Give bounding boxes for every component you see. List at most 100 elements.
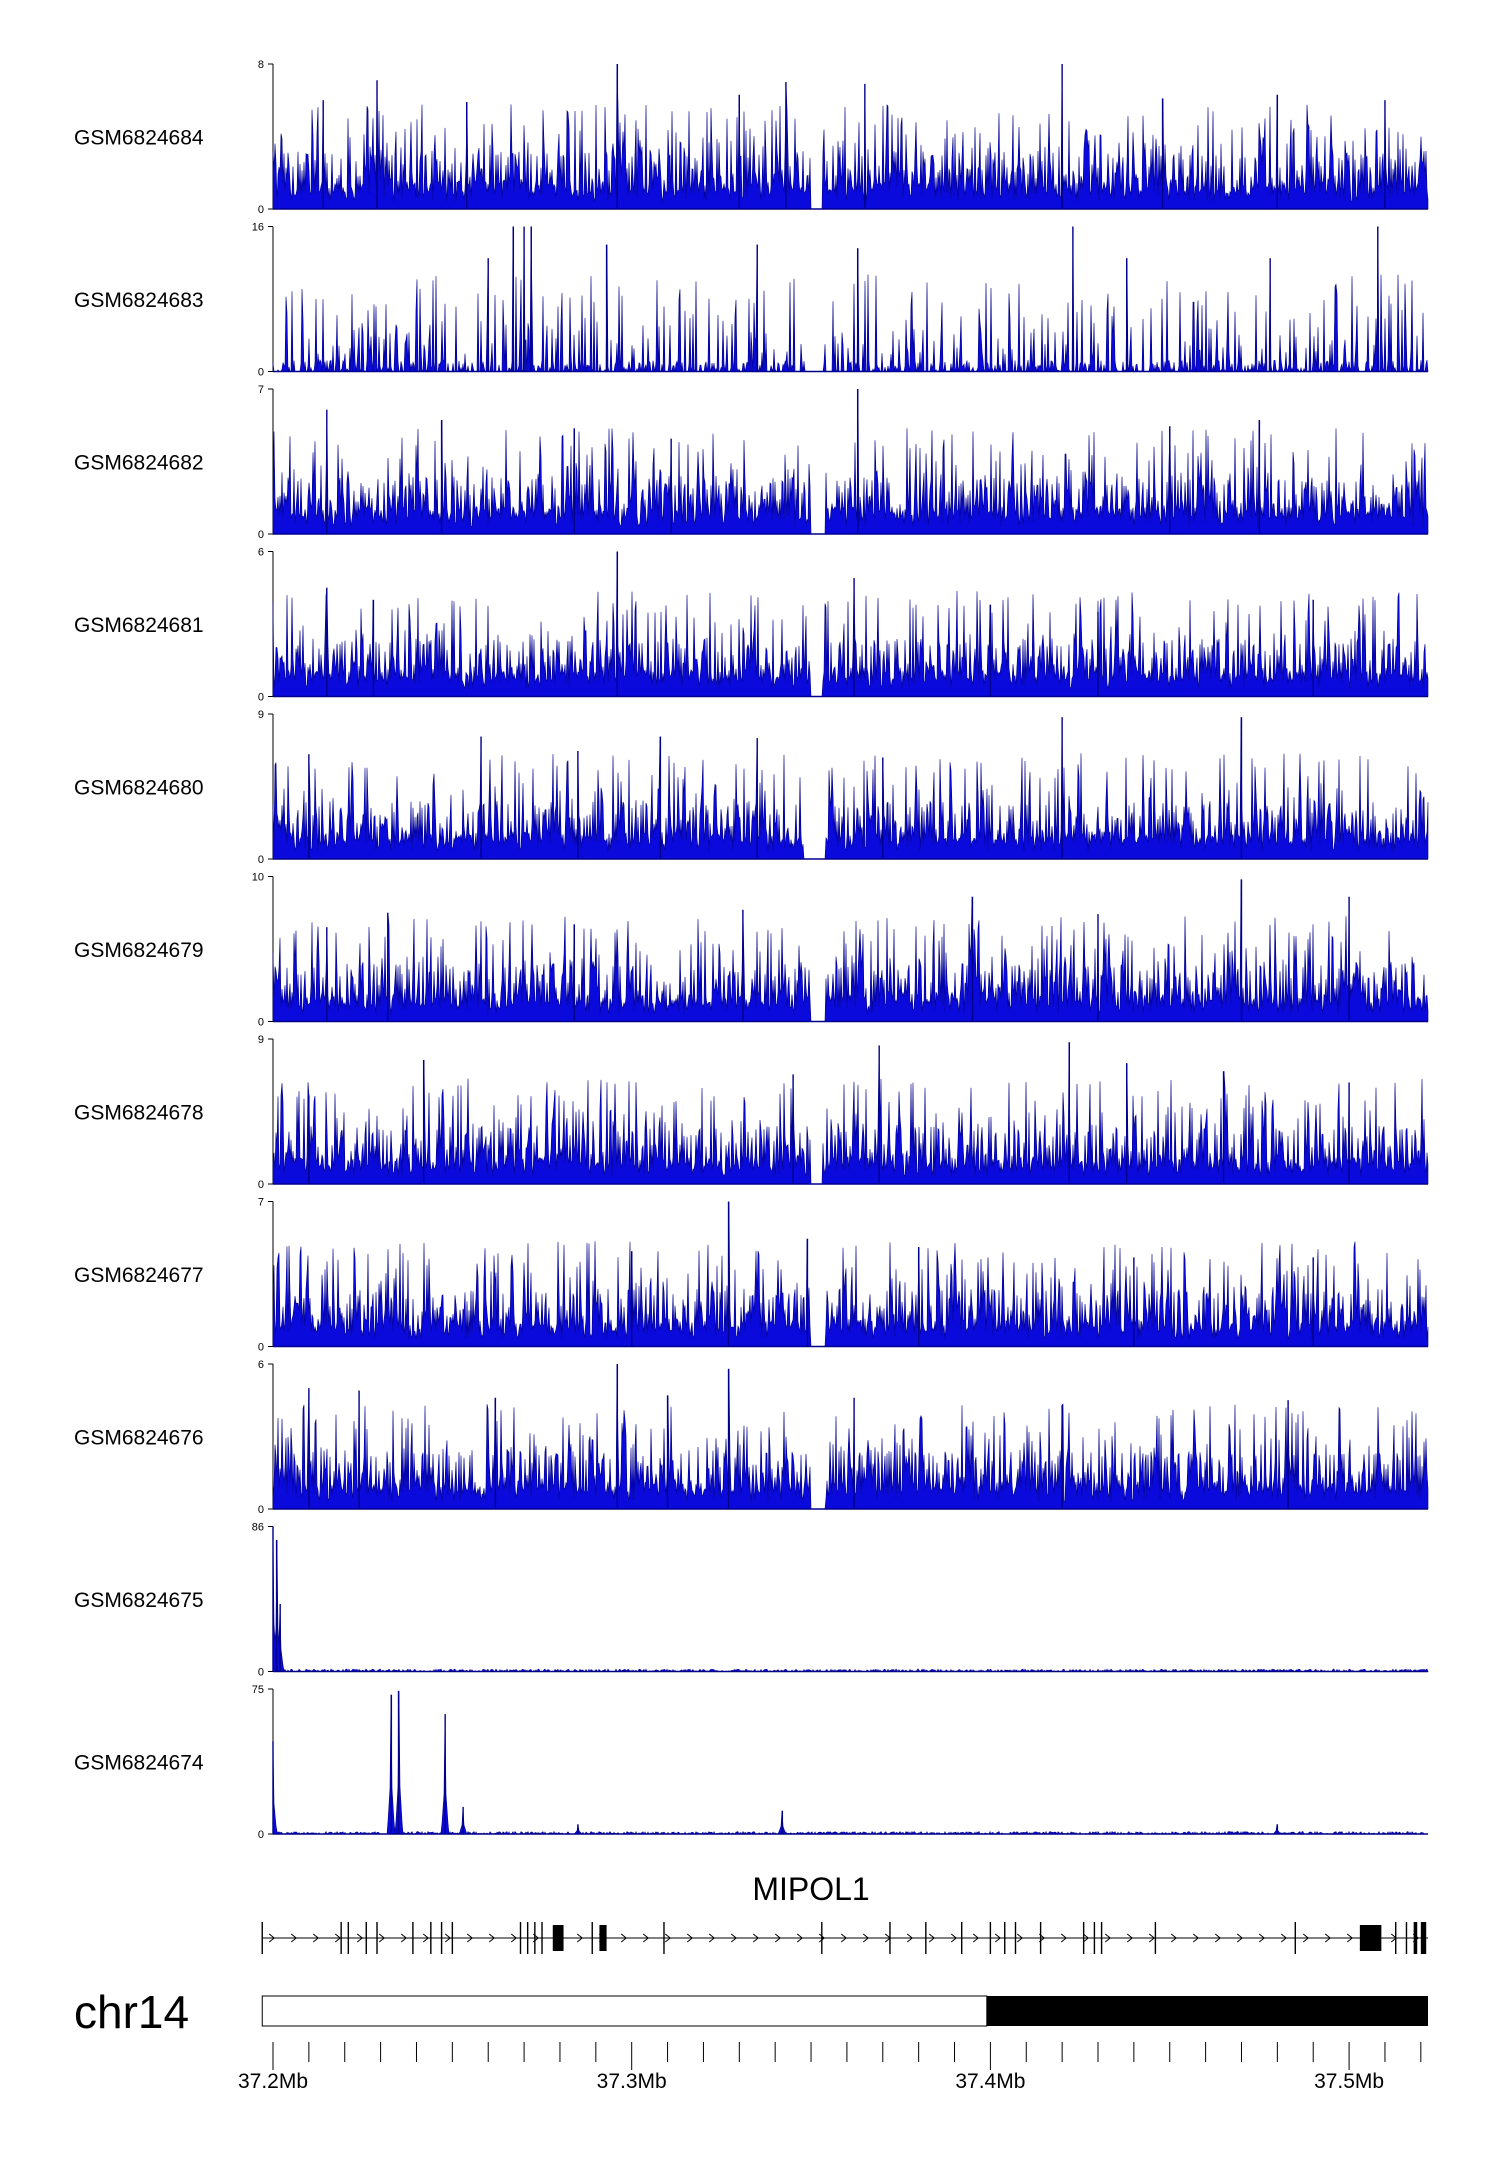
strand-arrow: [488, 1933, 496, 1943]
strand-arrow: [290, 1933, 298, 1943]
strand-arrow: [1258, 1933, 1266, 1943]
strand-arrow: [1324, 1933, 1332, 1943]
strand-arrow: [928, 1933, 936, 1943]
x-tick-label: 37.2Mb: [238, 2070, 308, 2093]
y-min-label: 0: [258, 1667, 264, 1679]
y-max-label: 7: [258, 384, 264, 396]
track-label: GSM6824684: [74, 127, 204, 150]
track-GSM6824681: GSM6824681 6 0: [74, 547, 1429, 704]
strand-arrow: [620, 1933, 628, 1943]
ideogram-band-light: [261, 1995, 988, 2027]
y-max-label: 10: [252, 872, 264, 884]
strand-arrow: [994, 1933, 1002, 1943]
strand-arrow: [708, 1933, 716, 1943]
track-GSM6824679: GSM6824679 10 0: [74, 872, 1429, 1029]
strand-arrow: [752, 1933, 760, 1943]
strand-arrow: [972, 1933, 980, 1943]
track-GSM6824676: GSM6824676 6 0: [74, 1359, 1429, 1516]
y-max-label: 9: [258, 709, 264, 721]
strand-arrow: [444, 1933, 452, 1943]
track-label: GSM6824678: [74, 1102, 204, 1125]
y-min-label: 0: [258, 1179, 264, 1191]
strand-arrow: [1170, 1933, 1178, 1943]
exon-block: [599, 1925, 607, 1951]
track-GSM6824675: GSM6824675 86 0: [74, 1522, 1429, 1679]
strand-arrow: [818, 1933, 826, 1943]
ideogram-band-dark: [986, 1996, 1428, 2026]
strand-arrow: [1302, 1933, 1310, 1943]
strand-arrow: [334, 1933, 342, 1943]
exon-block: [1413, 1922, 1418, 1954]
exon-block: [552, 1925, 564, 1951]
coverage-area: [272, 1201, 1429, 1347]
y-max-label: 16: [252, 222, 264, 234]
y-min-label: 0: [258, 367, 264, 379]
strand-arrow: [1192, 1933, 1200, 1943]
coverage-area: [272, 717, 1429, 860]
strand-arrow: [1126, 1933, 1134, 1943]
strand-arrow: [466, 1933, 474, 1943]
track-label: GSM6824676: [74, 1427, 204, 1450]
track-GSM6824677: GSM6824677 7 0: [74, 1197, 1429, 1354]
strand-arrow: [664, 1933, 672, 1943]
strand-arrow: [642, 1933, 650, 1943]
track-GSM6824684: GSM6824684 8 0: [74, 59, 1429, 216]
track-label: GSM6824674: [74, 1752, 204, 1775]
strand-arrow: [774, 1933, 782, 1943]
genomic-axis: 37.2Mb 37.3Mb 37.4Mb 37.5Mb: [238, 2042, 1422, 2093]
track-label: GSM6824682: [74, 452, 204, 475]
coverage-area: [272, 388, 1429, 535]
track-GSM6824682: GSM6824682 7 0: [74, 384, 1429, 541]
strand-arrow: [1214, 1933, 1222, 1943]
y-min-label: 0: [258, 692, 264, 704]
coverage-area: [272, 1526, 1429, 1673]
y-max-label: 86: [252, 1522, 264, 1534]
track-label: GSM6824683: [74, 289, 204, 312]
x-tick-label: 37.4Mb: [955, 2070, 1025, 2093]
chromosome-ideogram: chr14: [74, 1986, 1428, 2038]
exon-block: [1420, 1922, 1427, 1954]
track-label: GSM6824681: [74, 614, 204, 637]
track-label: GSM6824675: [74, 1589, 204, 1612]
strand-arrow: [576, 1933, 584, 1943]
track-GSM6824674: GSM6824674 75 0: [74, 1684, 1428, 1841]
exon-block: [1359, 1925, 1382, 1951]
track-label: GSM6824677: [74, 1264, 204, 1287]
track-label: GSM6824680: [74, 777, 204, 800]
strand-arrow: [862, 1933, 870, 1943]
strand-arrow: [840, 1933, 848, 1943]
track-GSM6824683: GSM6824683 16 0: [74, 222, 1429, 379]
strand-arrow: [730, 1933, 738, 1943]
signal-tracks: GSM682468480GSM6824683160GSM682468270GSM…: [74, 59, 1429, 1841]
track-GSM6824678: GSM6824678 9 0: [74, 1034, 1429, 1191]
strand-arrow: [686, 1933, 694, 1943]
coverage-area: [272, 879, 1429, 1022]
y-min-label: 0: [258, 529, 264, 541]
track-GSM6824680: GSM6824680 9 0: [74, 709, 1429, 866]
strand-arrow: [1236, 1933, 1244, 1943]
x-tick-label: 37.5Mb: [1314, 2070, 1384, 2093]
gene-track: MIPOL1: [261, 1871, 1428, 1954]
strand-arrow: [356, 1933, 364, 1943]
strand-arrow: [950, 1933, 958, 1943]
strand-arrow: [1346, 1933, 1354, 1943]
strand-arrow: [1060, 1933, 1068, 1943]
y-min-label: 0: [258, 1017, 264, 1029]
y-max-label: 6: [258, 547, 264, 559]
coverage-area: [272, 1690, 1428, 1836]
strand-arrow: [1016, 1933, 1024, 1943]
strand-arrow: [1148, 1933, 1156, 1943]
coverage-area: [272, 1042, 1429, 1185]
y-max-label: 75: [252, 1684, 264, 1696]
y-min-label: 0: [258, 1342, 264, 1354]
strand-arrow: [1082, 1933, 1090, 1943]
y-max-label: 6: [258, 1359, 264, 1371]
coverage-area: [272, 551, 1429, 697]
strand-arrow: [312, 1933, 320, 1943]
strand-arrow: [1104, 1933, 1112, 1943]
strand-arrow: [796, 1933, 804, 1943]
coverage-area: [272, 1363, 1429, 1510]
gene-name-label: MIPOL1: [752, 1871, 869, 1907]
y-max-label: 9: [258, 1034, 264, 1046]
